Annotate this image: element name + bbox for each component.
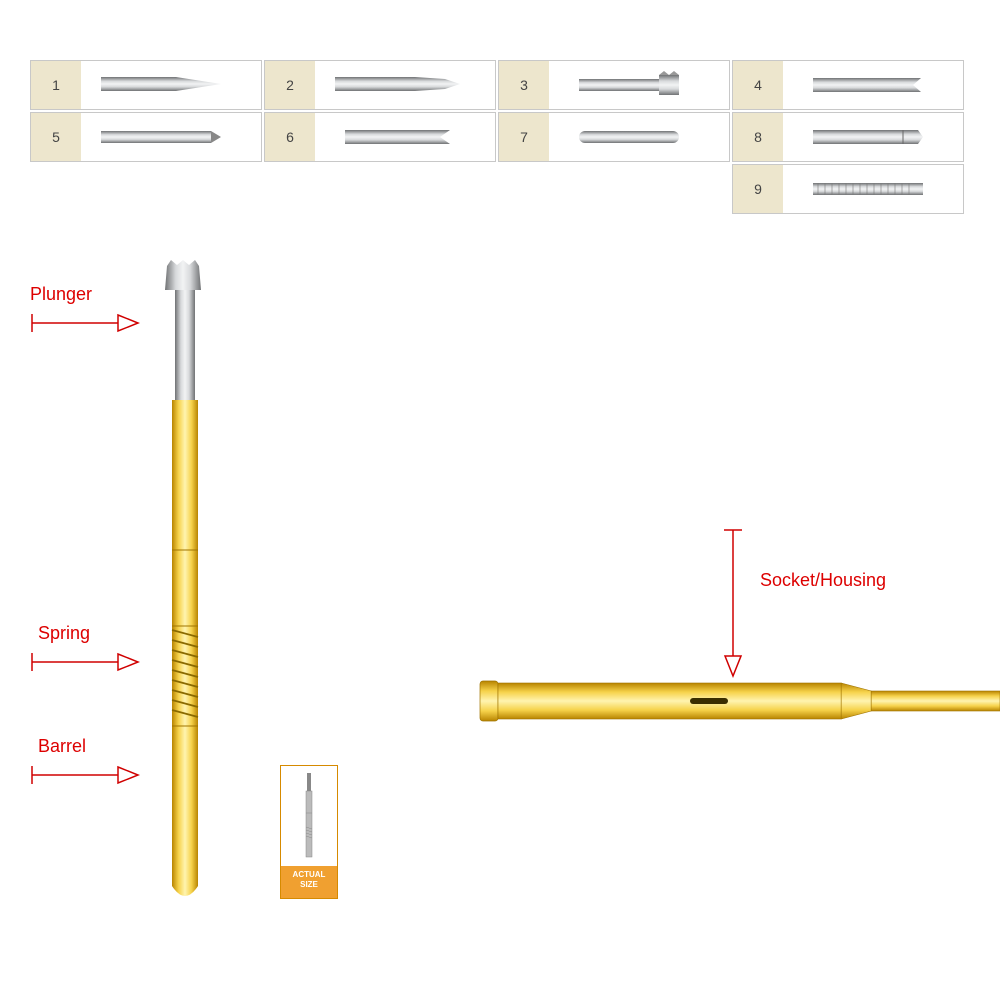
- actual-size-label: ACTUALSIZE: [281, 866, 337, 898]
- actual-size-diagram: [281, 766, 337, 866]
- barrel-label: Barrel: [38, 736, 86, 757]
- socket-label: Socket/Housing: [760, 570, 886, 591]
- plunger-arrow: [30, 310, 140, 336]
- socket-arrow: [720, 528, 746, 683]
- spring-label: Spring: [38, 623, 90, 644]
- barrel-arrow: [30, 762, 140, 788]
- plunger-label: Plunger: [30, 284, 92, 305]
- probe-diagram: [0, 0, 1000, 1000]
- spring-arrow: [30, 649, 140, 675]
- actual-size-box: ACTUALSIZE: [280, 765, 338, 899]
